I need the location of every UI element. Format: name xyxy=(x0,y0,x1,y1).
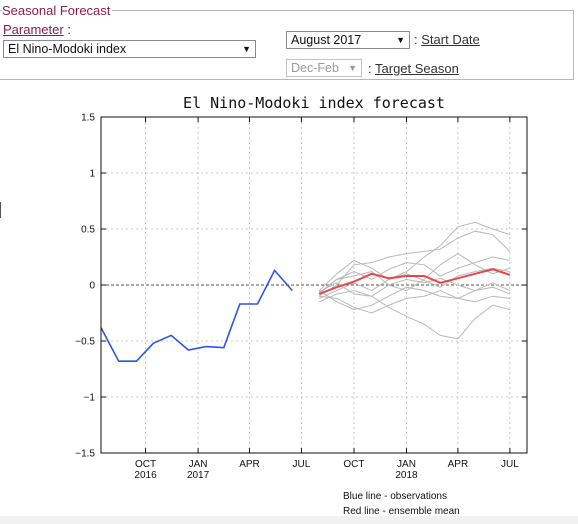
start-date-label-text: Start Date xyxy=(421,32,480,47)
grid-layer xyxy=(101,117,527,453)
x-tick-label: OCT xyxy=(343,459,364,470)
parameter-label: Parameter : xyxy=(3,22,71,37)
target-season-label-text: Target Season xyxy=(375,61,459,76)
y-tick-label: −0.5 xyxy=(75,337,95,348)
ensemble-member-line xyxy=(318,277,511,297)
seasonal-forecast-panel xyxy=(0,10,574,80)
ensemble-member-line xyxy=(318,267,510,299)
x-tick-year-label: 2016 xyxy=(134,470,157,481)
series-layer xyxy=(100,268,511,362)
y-tick-label: 1.5 xyxy=(81,113,95,124)
x-tick-label: JAN xyxy=(189,459,208,470)
target-season-select[interactable]: Dec-Feb ▼ xyxy=(286,59,362,77)
legend-observations: Blue line - observations xyxy=(343,491,447,502)
target-season-colon: : xyxy=(368,61,372,76)
x-tick-label: JUL xyxy=(501,459,519,470)
x-tick-label: JAN xyxy=(397,459,416,470)
ensemble-member-line xyxy=(318,286,510,311)
page-edge-marker xyxy=(0,202,1,218)
ensemble-member-line xyxy=(318,221,511,291)
parameter-select[interactable]: El Nino-Modoki index ▼ xyxy=(3,40,256,58)
start-date-label: : Start Date xyxy=(414,32,480,47)
bottom-strip xyxy=(0,516,578,524)
parameter-label-text: Parameter xyxy=(3,22,64,37)
ensemble-member-line xyxy=(318,253,511,294)
x-tick-year-label: 2018 xyxy=(395,470,418,481)
chart-title: El Nino-Modoki index forecast xyxy=(183,94,445,112)
chevron-down-icon: ▼ xyxy=(396,35,405,45)
parameter-select-value: El Nino-Modoki index xyxy=(8,42,127,56)
ensemble-member-line xyxy=(318,256,510,295)
x-tick-label: OCT xyxy=(135,459,156,470)
x-tick-label: JUL xyxy=(293,459,311,470)
y-tick-label: 1 xyxy=(89,169,95,180)
ensemble-member-line xyxy=(318,230,511,297)
start-date-colon: : xyxy=(414,32,418,47)
legend-ensemble-mean: Red line - ensemble mean xyxy=(343,506,460,517)
panel-legend: Seasonal Forecast xyxy=(2,3,113,18)
ensemble-members-layer xyxy=(318,221,511,340)
y-tick-label: 0.5 xyxy=(81,225,95,236)
start-date-select[interactable]: August 2017 ▼ xyxy=(286,31,410,49)
y-tick-label: −1 xyxy=(84,393,96,404)
start-date-select-value: August 2017 xyxy=(291,33,362,47)
observations-line xyxy=(100,268,293,362)
x-tick-label: APR xyxy=(448,459,469,470)
target-season-select-value: Dec-Feb xyxy=(291,61,339,75)
x-tick-year-label: 2017 xyxy=(187,470,210,481)
parameter-label-colon: : xyxy=(67,22,71,37)
target-season-label: : Target Season xyxy=(368,61,459,76)
chevron-down-icon: ▼ xyxy=(242,44,251,54)
ensemble-member-line xyxy=(318,290,511,340)
y-tick-label: 0 xyxy=(89,281,95,292)
x-tick-label: APR xyxy=(239,459,260,470)
ensemble-mean-line xyxy=(318,268,511,295)
chevron-down-icon: ▼ xyxy=(348,63,357,73)
ensemble-member-line xyxy=(319,286,511,314)
y-tick-label: −1.5 xyxy=(75,449,95,460)
